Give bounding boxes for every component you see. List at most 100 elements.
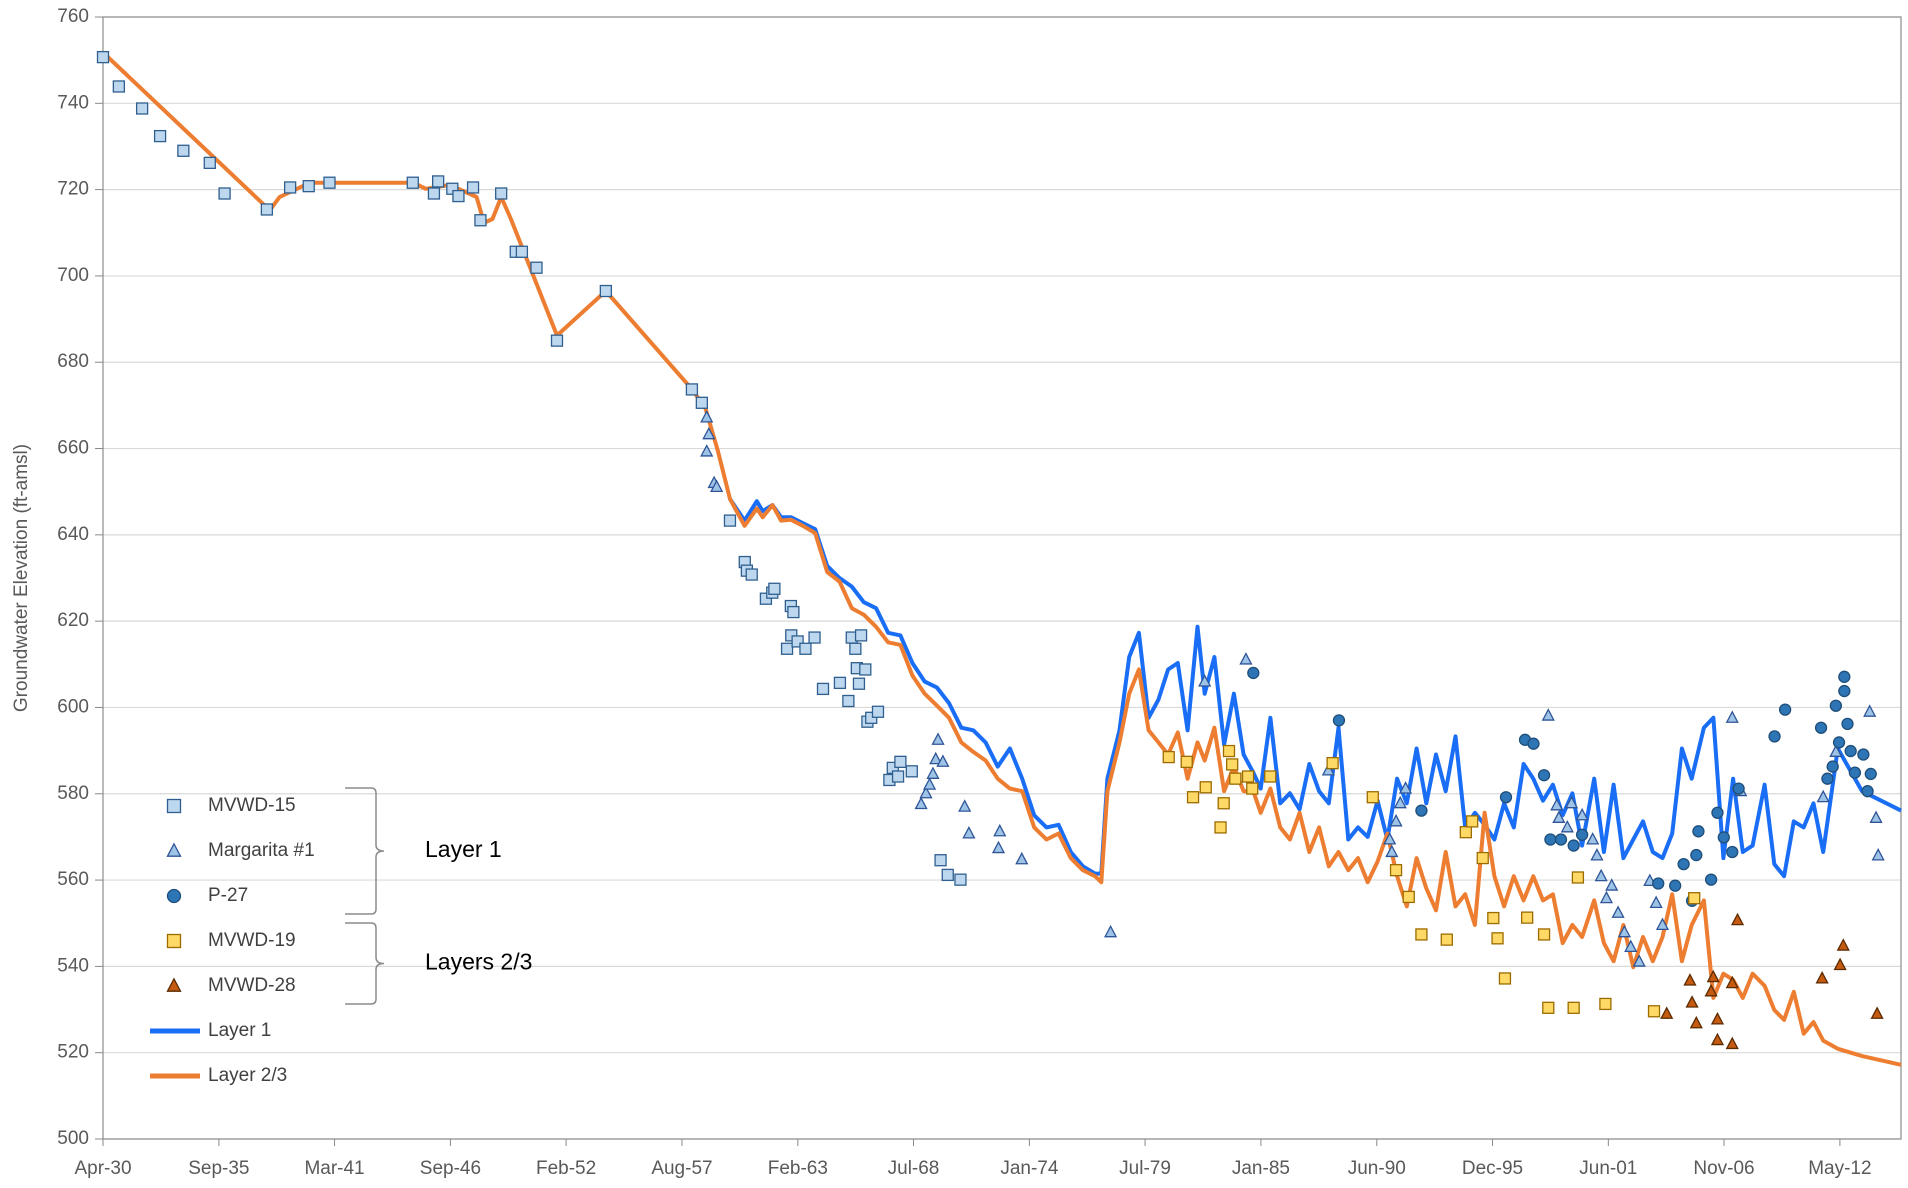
marker-triangle [1611,905,1625,918]
marker-triangle [1594,868,1608,882]
marker-square [1217,797,1230,810]
marker-triangle [1590,848,1604,861]
marker-triangle [1706,969,1720,983]
y-tick-label: 560 [57,869,89,890]
marker-triangle [923,777,937,790]
y-tick-label: 660 [57,438,89,459]
y-tick-label: 620 [57,610,89,631]
marker-circle [1704,873,1718,886]
marker-circle [1527,737,1540,750]
marker-circle [1778,703,1792,716]
marker-triangle [702,426,716,440]
marker-square [1402,890,1415,904]
marker-square [859,663,872,676]
marker-triangle [931,732,945,745]
marker-square [745,568,758,581]
x-tick-label: Aug-57 [651,1158,712,1179]
legend-label: MVWD-19 [208,930,296,951]
marker-circle [1711,806,1724,819]
marker-square [1599,997,1612,1011]
legend-brace [345,787,385,915]
marker-triangle [1683,973,1697,986]
x-tick-label: Feb-52 [536,1158,596,1179]
marker-square [260,203,274,216]
marker-square [787,605,800,619]
marker-square [112,80,126,93]
marker-triangle [1829,744,1843,757]
marker-square [685,383,699,396]
marker-triangle [1815,971,1829,984]
x-tick-label: Nov-06 [1693,1158,1754,1179]
marker-triangle [1624,939,1638,953]
marker-square [1459,826,1472,839]
marker-square [1241,770,1255,783]
marker-circle [1832,736,1846,749]
marker-triangle [1599,890,1614,904]
marker-square [1264,770,1277,783]
x-tick-label: Dec-95 [1462,1158,1523,1179]
marker-triangle [1725,1036,1739,1050]
marker-square [894,755,907,768]
marker-square [780,642,794,655]
marker-square [1222,744,1236,758]
marker-triangle [1816,789,1830,803]
marker-square [871,705,885,718]
legend-group-label: Layer 1 [425,836,502,862]
marker-triangle [1564,795,1579,809]
marker-square [135,102,149,115]
marker-square [406,176,419,189]
marker-square [833,676,847,690]
marker-circle [1838,684,1851,698]
legend-label: MVWD-28 [208,975,296,996]
marker-square [1520,911,1534,924]
marker-triangle [936,754,950,767]
marker-triangle [1660,1006,1674,1019]
marker-circle [1717,831,1730,844]
marker-triangle [1689,1015,1703,1029]
marker-square [1415,928,1428,941]
marker-circle [1841,717,1854,731]
marker-triangle [1560,819,1574,833]
marker-square [941,868,954,882]
x-tick-label: Jun-90 [1348,1158,1406,1179]
marker-triangle [1398,781,1413,794]
x-tick-label: Jan-85 [1232,1158,1290,1179]
x-tick-label: Sep-35 [188,1158,249,1179]
marker-square [854,629,868,642]
marker-square [1647,1005,1661,1018]
y-tick-label: 760 [57,6,89,27]
marker-square [432,175,445,188]
marker-circle [1838,670,1851,683]
marker-circle [1857,748,1870,761]
legend-label: Margarita #1 [208,840,315,861]
marker-square [799,642,812,655]
marker-square [218,187,231,200]
marker-square [695,396,708,409]
marker-triangle [1605,878,1619,891]
plot-frame [102,16,1902,1140]
marker-square [849,642,862,655]
marker-square [1186,791,1200,804]
marker-circle [1567,839,1580,852]
marker-triangle [1710,1032,1725,1046]
y-tick-label: 680 [57,351,89,372]
marker-square [768,582,781,595]
y-tick-label: 720 [57,179,89,200]
marker-triangle [991,840,1006,854]
marker-triangle [1710,1012,1725,1025]
y-tick-label: 640 [57,524,89,545]
marker-square [153,129,167,143]
marker-square [466,181,480,194]
marker-square [1498,972,1512,985]
marker-square [203,156,216,170]
marker-circle [1669,879,1682,892]
marker-circle [1537,769,1551,782]
marker-triangle [1575,807,1589,821]
marker-circle [1844,744,1857,758]
marker-circle [1864,767,1877,781]
marker-triangle [993,823,1007,837]
marker-square [1466,815,1479,828]
marker-triangle [1836,938,1850,951]
marker-triangle [166,977,182,992]
marker-triangle [1725,710,1739,723]
